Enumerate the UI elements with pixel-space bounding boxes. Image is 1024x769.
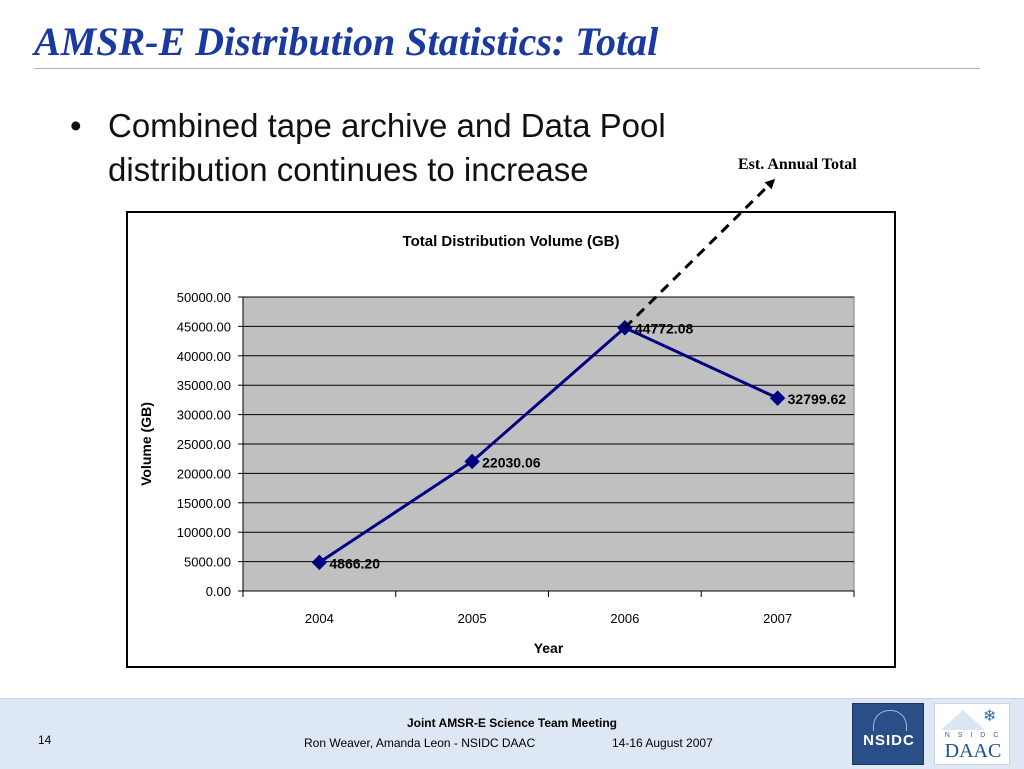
daac-logo-big-text: DAAC: [944, 740, 1002, 762]
mountain-icon: [941, 710, 985, 730]
footer-meeting-title: Joint AMSR-E Science Team Meeting: [406, 716, 618, 730]
footer-authors: Ron Weaver, Amanda Leon - NSIDC DAAC: [304, 736, 536, 750]
bullet-symbol: •: [70, 107, 82, 144]
nsidc-logo-text: NSIDC: [863, 732, 915, 749]
nsidc-logo: NSIDC: [852, 703, 924, 765]
est-annual-total-label: Est. Annual Total: [738, 156, 857, 173]
daac-logo: ❄ N S I D C DAAC: [934, 703, 1010, 765]
snowflake-icon: ❄: [983, 708, 997, 725]
globe-icon: [873, 710, 907, 731]
chart-frame: [126, 211, 896, 668]
daac-logo-small-text: N S I D C: [944, 732, 1002, 739]
slide-title: AMSR-E Distribution Statistics: Total: [34, 19, 659, 64]
bullet-text: Combined tape archive and Data Pool dist…: [108, 107, 666, 188]
page-number: 14: [38, 733, 52, 747]
title-divider: [34, 68, 980, 69]
footer-date: 14-16 August 2007: [612, 736, 713, 750]
